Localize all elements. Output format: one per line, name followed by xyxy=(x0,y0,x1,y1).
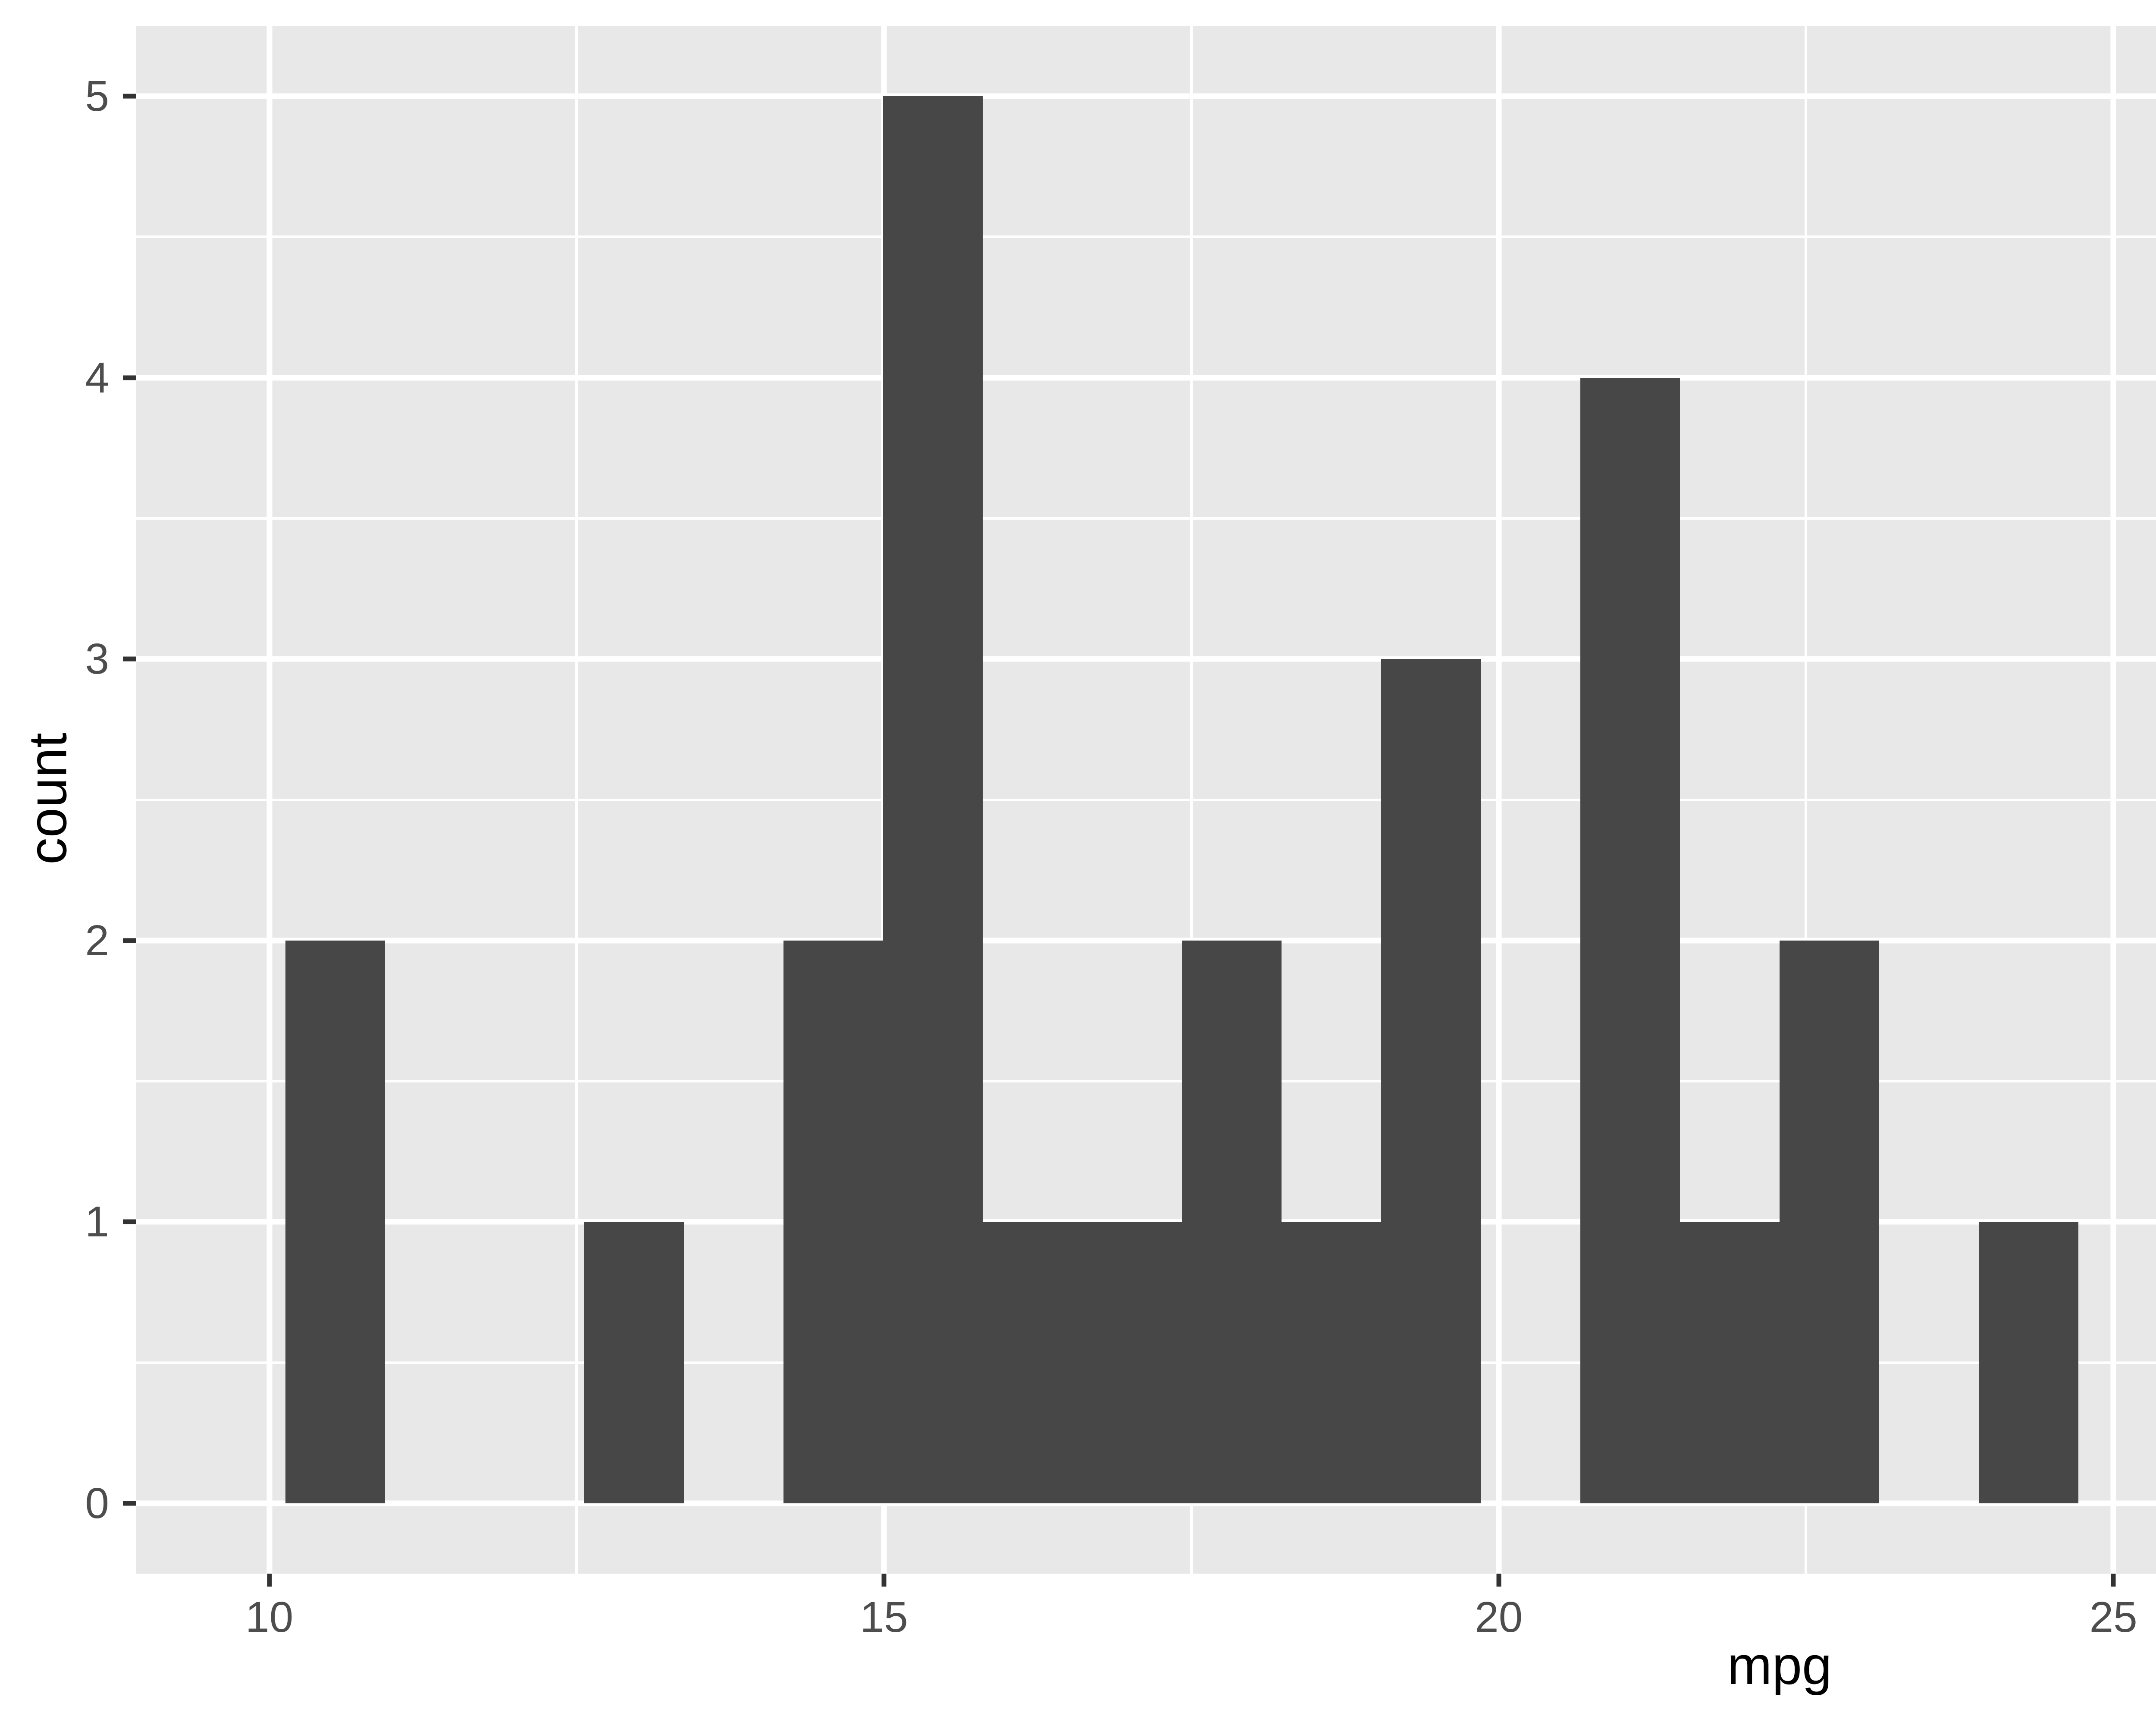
histogram-bar xyxy=(783,940,883,1503)
y-axis: 0 1 2 3 4 5 xyxy=(0,26,136,1574)
y-tick-label: 4 xyxy=(85,353,109,402)
histogram-bar xyxy=(285,940,385,1503)
minor-gridline-y xyxy=(136,798,2156,801)
histogram-bar xyxy=(1680,1222,1780,1503)
x-tick-label: 10 xyxy=(245,1593,294,1641)
y-tick-label: 0 xyxy=(85,1479,109,1527)
histogram-bar xyxy=(1381,659,1481,1503)
y-tick-label: 3 xyxy=(85,635,109,684)
major-gridline-x xyxy=(266,26,273,1574)
y-tick-label: 2 xyxy=(85,916,109,965)
y-axis-title: count xyxy=(18,733,78,865)
x-tick-mark xyxy=(2111,1574,2116,1587)
major-gridline-x xyxy=(2110,26,2116,1574)
minor-gridline-y xyxy=(136,235,2156,238)
y-tick-mark xyxy=(123,938,136,943)
plot-panel xyxy=(136,26,2156,1574)
histogram-bar xyxy=(1779,940,1879,1503)
histogram-bar xyxy=(1281,1222,1381,1503)
histogram-bar xyxy=(883,96,983,1503)
x-tick-label: 15 xyxy=(860,1593,908,1641)
x-tick-label: 25 xyxy=(2089,1593,2137,1641)
y-tick-mark xyxy=(123,94,136,99)
y-tick-mark xyxy=(123,375,136,380)
y-tick-mark xyxy=(123,656,136,662)
histogram-bar xyxy=(982,1222,1082,1503)
x-tick-mark xyxy=(881,1574,887,1587)
x-axis-title: mpg xyxy=(1727,1636,1832,1696)
histogram-bar xyxy=(584,1222,684,1503)
major-gridline-y xyxy=(136,656,2156,662)
minor-gridline-y xyxy=(136,1080,2156,1083)
histogram-bar xyxy=(1181,940,1282,1503)
histogram-bar xyxy=(1082,1222,1182,1503)
histogram-bar xyxy=(1580,377,1680,1503)
y-tick-label: 1 xyxy=(85,1198,109,1246)
x-tick-mark xyxy=(1496,1574,1501,1587)
major-gridline-y xyxy=(136,93,2156,99)
x-axis: 101520253035 xyxy=(136,1574,2156,1725)
major-gridline-y xyxy=(136,375,2156,381)
x-tick-mark xyxy=(267,1574,272,1587)
y-tick-mark xyxy=(123,1219,136,1224)
major-gridline-x xyxy=(1496,26,1502,1574)
histogram-bar xyxy=(1979,1222,2079,1503)
y-tick-mark xyxy=(123,1501,136,1506)
minor-gridline-y xyxy=(136,517,2156,520)
x-tick-label: 20 xyxy=(1475,1593,1523,1641)
y-tick-label: 5 xyxy=(85,72,109,121)
